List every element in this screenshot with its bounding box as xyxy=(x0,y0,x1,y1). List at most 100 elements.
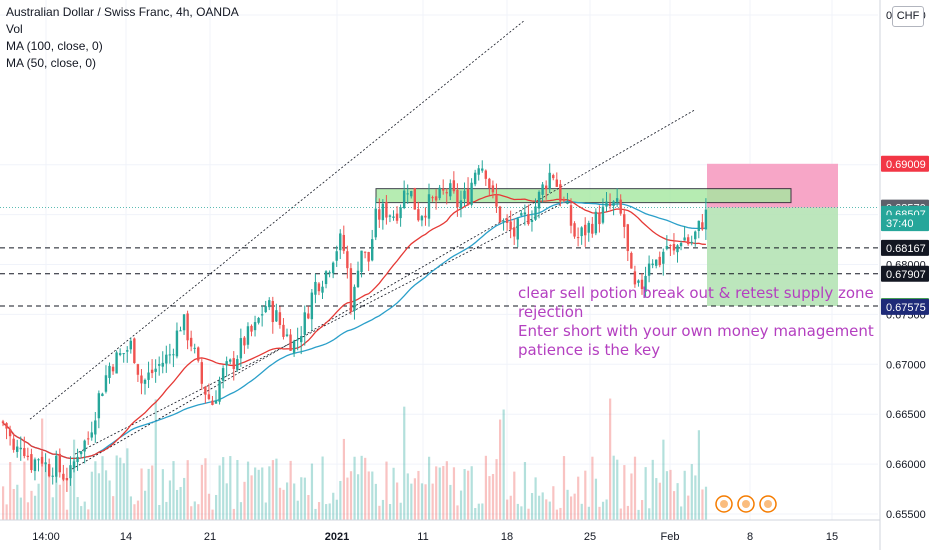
candle-body xyxy=(268,300,271,308)
candle-body xyxy=(118,353,122,355)
candle-body xyxy=(406,193,409,195)
volume-bar xyxy=(459,490,463,520)
volume-bar xyxy=(133,504,136,520)
candle-body xyxy=(615,198,619,202)
x-tick-label: 25 xyxy=(584,531,596,543)
volume-bar xyxy=(239,502,243,520)
volume-bar xyxy=(612,455,615,520)
candle-body xyxy=(278,312,282,325)
volume-bar xyxy=(115,455,118,520)
candle-body xyxy=(495,194,498,207)
candle-body xyxy=(449,183,452,197)
candle-body xyxy=(140,375,143,384)
candle-body xyxy=(8,429,12,437)
volume-bar xyxy=(623,465,626,520)
candle-body xyxy=(669,245,672,247)
currency-button[interactable]: CHF xyxy=(892,6,924,27)
candle-body xyxy=(672,244,676,251)
candle-body xyxy=(569,205,573,226)
candle-body xyxy=(658,256,661,266)
price-label-text: 0.69009 xyxy=(886,159,926,171)
volume-bar xyxy=(207,493,211,520)
volume-bar xyxy=(534,477,537,520)
volume-bar xyxy=(435,466,438,520)
volume-bar xyxy=(232,508,235,520)
volume-bar xyxy=(584,470,587,520)
candle-body xyxy=(520,213,523,216)
candle-body xyxy=(555,179,558,187)
volume-bar xyxy=(541,492,544,520)
candle-body xyxy=(243,337,246,346)
candle-body xyxy=(399,207,402,219)
volume-bar xyxy=(48,465,51,520)
volume-bar xyxy=(229,456,232,520)
price-label xyxy=(881,215,929,232)
volume-bar xyxy=(261,467,264,520)
candle-body xyxy=(367,252,370,262)
ma100-label[interactable]: MA (100, close, 0) xyxy=(6,39,103,53)
candle-body xyxy=(55,455,58,477)
candle-body xyxy=(101,393,104,397)
candle-body xyxy=(250,325,253,332)
candle-body xyxy=(630,252,633,269)
candle-body xyxy=(200,362,203,384)
volume-bar xyxy=(37,483,40,520)
candle-body xyxy=(79,451,83,455)
candle-body xyxy=(598,212,601,225)
candle-body xyxy=(541,184,544,195)
candle-body xyxy=(108,365,111,378)
symbol-title[interactable]: Australian Dollar / Swiss Franc, 4h, OAN… xyxy=(6,5,239,19)
candle-body xyxy=(488,178,491,189)
candle-body xyxy=(122,353,125,355)
volume-bar xyxy=(9,462,12,520)
candle-body xyxy=(434,196,438,201)
volume-bar xyxy=(630,473,633,520)
candle-body xyxy=(94,420,97,435)
candle-body xyxy=(296,339,299,341)
candle-body xyxy=(271,301,274,323)
volume-bar xyxy=(108,480,111,520)
candle-body xyxy=(353,286,356,311)
candle-body xyxy=(104,375,108,392)
candle-body xyxy=(260,314,264,316)
volume-bar xyxy=(236,459,239,520)
candle-body xyxy=(161,362,164,367)
volume-bar xyxy=(669,469,672,520)
volume-bar xyxy=(58,484,61,520)
volume-bar xyxy=(396,482,399,520)
volume-bar xyxy=(676,483,679,520)
candle-body xyxy=(623,214,626,227)
volume-bar xyxy=(580,503,583,520)
volume-bar xyxy=(530,493,534,520)
candle-body xyxy=(498,206,502,223)
x-tick-label: 8 xyxy=(747,531,753,543)
volume-bar xyxy=(161,469,164,520)
volume-bar xyxy=(555,509,558,520)
volume-bar xyxy=(605,499,608,520)
candle-body xyxy=(72,461,76,469)
volume-label[interactable]: Vol xyxy=(6,22,23,36)
candle-body xyxy=(19,447,22,450)
volume-bar xyxy=(616,459,619,520)
volume-bar xyxy=(264,502,267,520)
candle-body xyxy=(676,245,679,253)
candle-body xyxy=(229,359,232,362)
volume-bar xyxy=(69,467,72,520)
volume-bar xyxy=(243,481,246,520)
volume-bar xyxy=(19,497,22,520)
ma50-label[interactable]: MA (50, close, 0) xyxy=(6,56,97,70)
volume-bar xyxy=(662,439,665,520)
volume-bar xyxy=(286,482,289,520)
candle-body xyxy=(111,366,115,372)
candle-body xyxy=(282,324,285,337)
volume-bar xyxy=(552,486,555,520)
volume-bar xyxy=(204,458,207,520)
candle-body xyxy=(665,246,669,249)
candle-body xyxy=(324,271,328,285)
volume-bar xyxy=(488,476,491,520)
candle-body xyxy=(633,271,637,285)
volume-bar xyxy=(73,439,76,520)
volume-bar xyxy=(704,486,708,520)
volume-bar xyxy=(655,478,658,520)
